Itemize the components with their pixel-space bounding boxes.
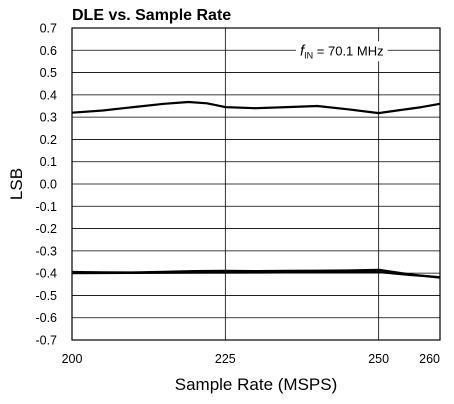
y-tick-label: 0.7: [40, 22, 57, 36]
annotation-subscript: IN: [304, 50, 313, 60]
y-tick-label: -0.4: [35, 267, 57, 281]
x-tick-labels: 200 225 250 260: [62, 352, 440, 366]
annotation: fIN = 70.1 MHz: [296, 41, 388, 62]
x-tick-label: 200: [62, 352, 83, 366]
y-tick-label: -0.6: [35, 311, 57, 325]
chart-title: DLE vs. Sample Rate: [72, 7, 231, 24]
x-tick-label: 225: [215, 352, 236, 366]
x-axis-label: Sample Rate (MSPS): [175, 375, 338, 394]
x-tick-label: 250: [368, 352, 389, 366]
plot-frame: [71, 27, 441, 341]
grid: [72, 28, 440, 340]
series-line-3: [71, 270, 441, 279]
y-tick-label: 0.3: [40, 111, 57, 125]
y-tick-label: -0.2: [35, 222, 57, 236]
annotation-italic: f: [300, 42, 306, 59]
y-tick-label: 0.1: [40, 155, 57, 169]
y-tick-label: -0.7: [35, 334, 57, 348]
y-tick-label: 0.0: [40, 178, 57, 192]
annotation-text: fIN = 70.1 MHz: [300, 42, 384, 60]
y-tick-label: 0.2: [40, 133, 57, 147]
series-layer: [71, 100, 441, 279]
annotation-background: [296, 41, 388, 62]
y-axis-label: LSB: [7, 168, 26, 200]
y-tick-label: 0.6: [40, 44, 57, 58]
y-tick-label: 0.5: [40, 66, 57, 80]
y-tick-label: 0.4: [40, 88, 57, 102]
annotation-rest: = 70.1 MHz: [313, 43, 383, 58]
y-tick-label: -0.5: [35, 289, 57, 303]
y-tick-labels: 0.7 0.6 0.5 0.4 0.3 0.2 0.1 0.0 -0.1 -0.2 -0.3 -0.4…: [35, 22, 57, 348]
series-line-1: [71, 100, 441, 115]
y-tick-label: -0.1: [35, 200, 57, 214]
x-tick-label: 260: [419, 352, 440, 366]
y-tick-label: -0.3: [35, 244, 57, 258]
